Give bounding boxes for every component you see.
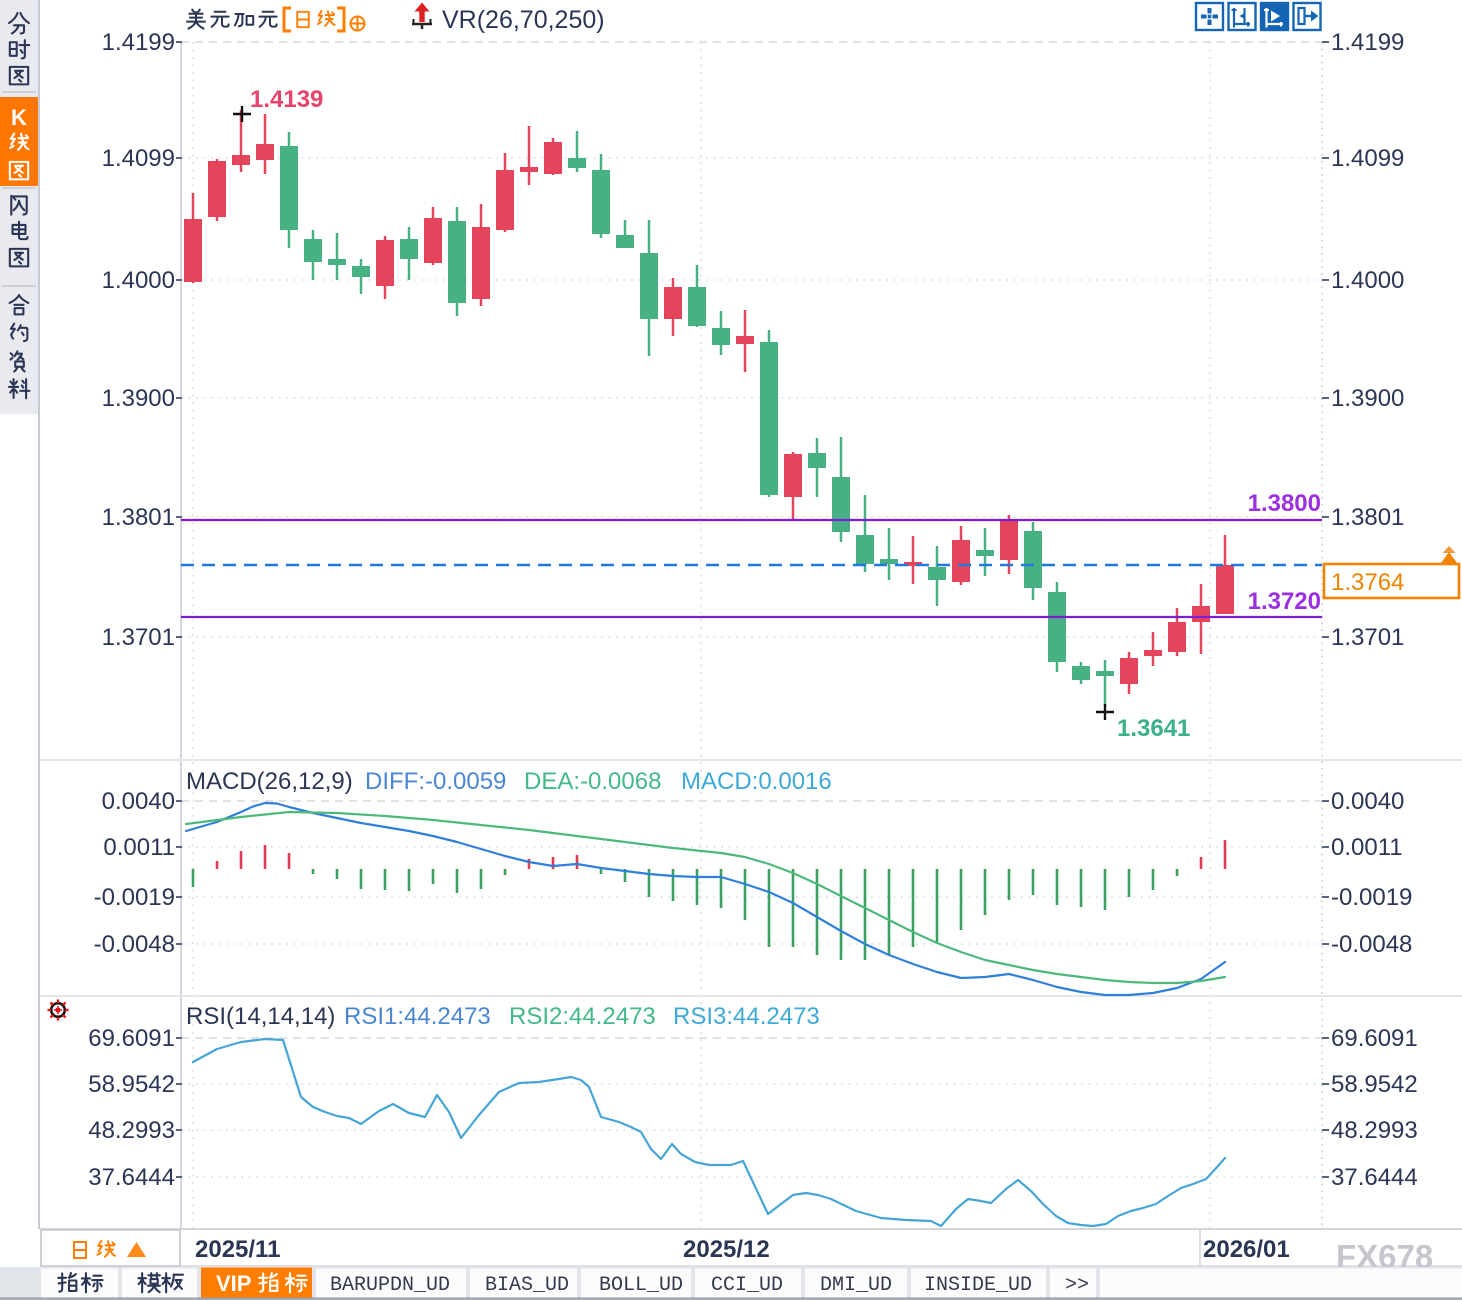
svg-text:-0.0048: -0.0048: [1331, 931, 1412, 958]
svg-text:VIP: VIP: [216, 1271, 251, 1296]
svg-text:2026/01: 2026/01: [1203, 1236, 1290, 1263]
svg-text:DIFF:-0.0059: DIFF:-0.0059: [365, 768, 506, 795]
svg-text:0.0011: 0.0011: [103, 834, 175, 861]
svg-text:VR(26,70,250): VR(26,70,250): [442, 6, 605, 34]
svg-text:RSI(14,14,14): RSI(14,14,14): [186, 1003, 335, 1030]
svg-text:0.0040: 0.0040: [102, 788, 175, 815]
svg-text:37.6444: 37.6444: [88, 1164, 175, 1191]
svg-text:DEA:-0.0068: DEA:-0.0068: [524, 768, 661, 795]
svg-text:1.3900: 1.3900: [102, 385, 175, 412]
svg-text:1.3764: 1.3764: [1331, 569, 1404, 596]
svg-text:1.3801: 1.3801: [102, 504, 175, 531]
svg-text:58.9542: 58.9542: [88, 1071, 175, 1098]
svg-text:48.2993: 48.2993: [1331, 1117, 1418, 1144]
svg-text:1.4000: 1.4000: [102, 267, 175, 294]
svg-text:1.4139: 1.4139: [250, 86, 323, 113]
svg-text:2025/11: 2025/11: [195, 1236, 280, 1263]
svg-text:1.3701: 1.3701: [1331, 624, 1404, 651]
svg-text:RSI2:44.2473: RSI2:44.2473: [509, 1003, 656, 1030]
svg-text:1.4099: 1.4099: [102, 145, 175, 172]
svg-text:-0.0019: -0.0019: [94, 884, 175, 911]
svg-text:69.6091: 69.6091: [1331, 1025, 1418, 1052]
svg-text:37.6444: 37.6444: [1331, 1164, 1418, 1191]
svg-text:-0.0048: -0.0048: [94, 931, 175, 958]
svg-text:1.4099: 1.4099: [1331, 145, 1404, 172]
svg-text:>>: >>: [1065, 1274, 1089, 1297]
svg-text:1.3701: 1.3701: [102, 624, 175, 651]
svg-text:0.0011: 0.0011: [1331, 834, 1403, 861]
svg-text:BIAS_UD: BIAS_UD: [485, 1274, 569, 1297]
svg-text:1.4199: 1.4199: [102, 29, 175, 56]
svg-text:1.3800: 1.3800: [1248, 490, 1321, 517]
svg-text:1.3801: 1.3801: [1331, 504, 1404, 531]
svg-text:-0.0019: -0.0019: [1331, 884, 1412, 911]
svg-text:2025/12: 2025/12: [683, 1236, 770, 1263]
svg-text:BARUPDN_UD: BARUPDN_UD: [330, 1274, 450, 1297]
svg-text:BOLL_UD: BOLL_UD: [599, 1274, 683, 1297]
svg-text:58.9542: 58.9542: [1331, 1071, 1418, 1098]
svg-text:1.4000: 1.4000: [1331, 267, 1404, 294]
svg-text:69.6091: 69.6091: [88, 1025, 175, 1052]
svg-text:1.3641: 1.3641: [1117, 715, 1190, 742]
svg-text:1.3900: 1.3900: [1331, 385, 1404, 412]
svg-text:1.4199: 1.4199: [1331, 29, 1404, 56]
svg-text:RSI1:44.2473: RSI1:44.2473: [344, 1003, 491, 1030]
svg-text:48.2993: 48.2993: [88, 1117, 175, 1144]
svg-text:CCI_UD: CCI_UD: [711, 1274, 783, 1297]
svg-text:1.3720: 1.3720: [1248, 588, 1321, 615]
svg-text:MACD:0.0016: MACD:0.0016: [681, 768, 832, 795]
svg-text:0.0040: 0.0040: [1331, 788, 1404, 815]
svg-text:DMI_UD: DMI_UD: [820, 1274, 892, 1297]
svg-text:MACD(26,12,9): MACD(26,12,9): [186, 768, 353, 795]
svg-text:RSI3:44.2473: RSI3:44.2473: [673, 1003, 820, 1030]
svg-text:K: K: [11, 105, 27, 130]
svg-text:INSIDE_UD: INSIDE_UD: [924, 1274, 1032, 1297]
